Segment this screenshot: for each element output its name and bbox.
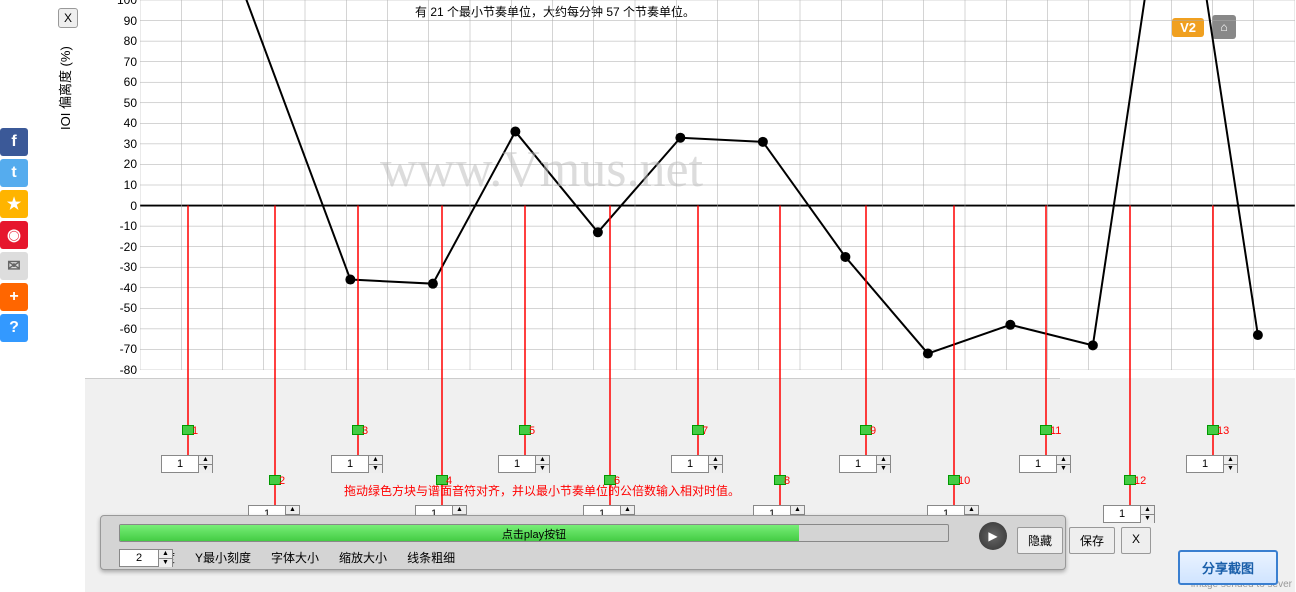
line-spinner[interactable]: ▲▼ [159, 549, 173, 567]
timing-input-11: ▲▼ [1019, 455, 1071, 473]
y-tick: 80 [89, 34, 137, 48]
y-tick: -30 [89, 260, 137, 274]
y-tick: -50 [89, 301, 137, 315]
qzone-icon[interactable]: ★ [0, 190, 28, 218]
chart-area: 有 21 个最小节奏单位，大约每分钟 57 个节奏单位。 IOI 偏离度 (%)… [55, 0, 1295, 370]
y-tick: 60 [89, 75, 137, 89]
timing-value-5[interactable] [498, 455, 536, 473]
close2-button[interactable]: X [1121, 527, 1151, 554]
timing-value-7[interactable] [671, 455, 709, 473]
y-tick: 50 [89, 96, 137, 110]
mail-icon[interactable]: ✉ [0, 252, 28, 280]
timing-value-3[interactable] [331, 455, 369, 473]
marker-number: 11 [1050, 425, 1061, 437]
line-label: 线条粗细 [407, 549, 455, 566]
marker-number: 1 [192, 425, 198, 437]
line-input[interactable] [119, 549, 159, 567]
y-tick: 10 [89, 178, 137, 192]
marker-number: 2 [279, 475, 285, 487]
marker-number: 7 [702, 425, 708, 437]
y-tick: 70 [89, 55, 137, 69]
share-button[interactable]: 分享截图 [1178, 550, 1278, 585]
weibo-icon[interactable]: ◉ [0, 221, 28, 249]
params-row: Y最大刻度 ▲▼ Y最小刻度 ▲▼ 字体大小 ▲▼ 缩放大小 ▲▼ 线条粗细 ▲… [119, 549, 457, 566]
timing-value-11[interactable] [1019, 455, 1057, 473]
timing-spinner-1[interactable]: ▲▼ [199, 455, 213, 473]
y-tick: 90 [89, 14, 137, 28]
timing-spinner-3[interactable]: ▲▼ [369, 455, 383, 473]
y-tick: 100 [89, 0, 137, 7]
y-tick: 40 [89, 116, 137, 130]
play-button[interactable]: ▶ [979, 522, 1007, 550]
marker-number: 8 [784, 475, 790, 487]
timing-spinner-11[interactable]: ▲▼ [1057, 455, 1071, 473]
help-icon[interactable]: ? [0, 314, 28, 342]
timing-spinner-12[interactable]: ▲▼ [1141, 505, 1155, 523]
y-tick: 30 [89, 137, 137, 151]
timing-value-1[interactable] [161, 455, 199, 473]
marker-number: 13 [1217, 425, 1229, 437]
timing-spinner-7[interactable]: ▲▼ [709, 455, 723, 473]
y-tick: -20 [89, 240, 137, 254]
timing-value-12[interactable] [1103, 505, 1141, 523]
timing-input-1: ▲▼ [161, 455, 213, 473]
y-tick: -10 [89, 219, 137, 233]
timing-input-3: ▲▼ [331, 455, 383, 473]
marker-number: 9 [870, 425, 876, 437]
y-tick: 20 [89, 157, 137, 171]
marker-number: 12 [1134, 475, 1146, 487]
y-tick: -70 [89, 342, 137, 356]
twitter-icon[interactable]: t [0, 159, 28, 187]
y-tick: -40 [89, 281, 137, 295]
marker-number: 5 [529, 425, 535, 437]
timing-input-12: ▲▼ [1103, 505, 1155, 523]
hide-button[interactable]: 隐藏 [1017, 527, 1063, 554]
plus-icon[interactable]: + [0, 283, 28, 311]
timing-value-9[interactable] [839, 455, 877, 473]
y-axis-label: IOI 偏离度 (%) [55, 46, 74, 130]
social-sidebar: ft ★ ◉ ✉ +? [0, 128, 30, 345]
marker-number: 6 [614, 475, 620, 487]
timing-spinner-5[interactable]: ▲▼ [536, 455, 550, 473]
marker-number: 4 [446, 475, 452, 487]
progress-text: 点击play按钮 [502, 526, 566, 542]
y-tick: 0 [89, 199, 137, 213]
marker-number: 10 [958, 475, 970, 487]
timing-input-9: ▲▼ [839, 455, 891, 473]
timing-spinner-9[interactable]: ▲▼ [877, 455, 891, 473]
timing-input-13: ▲▼ [1186, 455, 1238, 473]
facebook-icon[interactable]: f [0, 128, 28, 156]
ymin-label: Y最小刻度 [195, 549, 251, 566]
timing-spinner-13[interactable]: ▲▼ [1224, 455, 1238, 473]
marker-number: 3 [362, 425, 368, 437]
instruction-text: 拖动绿色方块与谱面音符对齐，并以最小节奏单位的公倍数输入相对时值。 [344, 482, 740, 499]
right-buttons: 隐藏 保存 X [1017, 527, 1151, 554]
timing-input-7: ▲▼ [671, 455, 723, 473]
chart-grid: www.Vmus.net [140, 0, 1295, 370]
zoom-label: 缩放大小 [339, 549, 387, 566]
timing-input-5: ▲▼ [498, 455, 550, 473]
save-button[interactable]: 保存 [1069, 527, 1115, 554]
progress-bar[interactable]: 点击play按钮 [119, 524, 949, 542]
timing-value-13[interactable] [1186, 455, 1224, 473]
y-tick: -60 [89, 322, 137, 336]
y-tick: -80 [89, 363, 137, 377]
font-label: 字体大小 [271, 549, 319, 566]
control-bar: 点击play按钮 ▶ play Y最大刻度 ▲▼ Y最小刻度 ▲▼ 字体大小 ▲… [100, 515, 1066, 570]
